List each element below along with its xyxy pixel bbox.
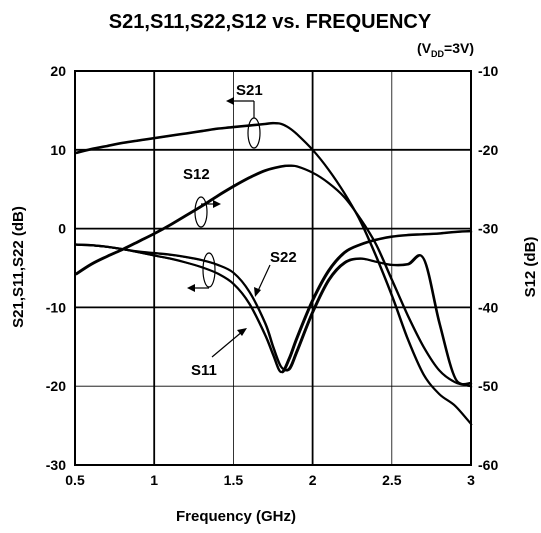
x-axis-title: Frequency (GHz) [176,508,296,525]
series-line-s22 [74,243,472,386]
s11-leader-line [211,330,244,358]
x-tick-label: 1.5 [224,472,244,488]
series-line-s11-trace [76,231,473,374]
y-left-tick-label: -20 [46,378,66,394]
s11-leader-head [237,328,247,336]
s22-leader-head [254,287,261,297]
y-right-tick-label: -50 [478,378,498,394]
series-line-s22-trace [76,244,473,386]
x-tick-label: 0.5 [65,472,85,488]
s22-leader-line [256,264,271,294]
y-left-axis-title: S21,S11,S22 (dB) [10,206,27,328]
tick-labels: 0.5 1 1.5 2 2.5 3 20 10 0 -10 -20 -30 -10 -20 -30 -40 -5… [46,63,499,488]
y-right-tick-label: -20 [478,142,498,158]
series-line-s21 [74,121,472,425]
s11-s22-ellipse-marker [202,252,216,288]
s11-label: S11 [191,362,217,379]
y-right-tick-label: -10 [478,63,498,79]
grid [74,70,472,466]
series-line-s11 [74,229,472,374]
y-left-tick-label: -10 [46,299,66,315]
y-left-tick-label: 20 [50,63,66,79]
s11-s22-arrow-head [187,284,195,292]
y-right-axis-title: S12 (dB) [522,237,539,298]
x-tick-label: 1 [150,472,158,488]
condition-label: (VDD=3V) [417,40,474,59]
s21-arrow-head [226,97,234,105]
y-right-tick-label: -40 [478,299,498,315]
x-tick-label: 3 [467,472,475,488]
y-right-tick-label: -60 [478,457,498,473]
y-left-tick-label: -30 [46,457,66,473]
plot-frame [74,70,472,466]
x-tick-label: 2.5 [382,472,402,488]
series-line-s12 [74,164,472,388]
y-right-tick-label: -30 [478,221,498,237]
curves [74,121,473,426]
annotations: S21 S12 S22 S11 [183,82,297,379]
chart-title: S21,S11,S22,S12 vs. FREQUENCY [109,11,432,33]
y-left-tick-label: 10 [50,142,66,158]
series-line-s12-trace [75,165,473,388]
s21-label: S21 [236,82,263,99]
y-left-tick-label: 0 [58,221,66,237]
s21-ellipse-marker [247,117,261,149]
s12-label: S12 [183,166,210,183]
s12-ellipse-marker [194,196,208,228]
s22-label: S22 [270,249,297,266]
s12-arrow-head [213,200,221,208]
x-tick-label: 2 [309,472,317,488]
series-line-s21-trace [76,123,473,426]
